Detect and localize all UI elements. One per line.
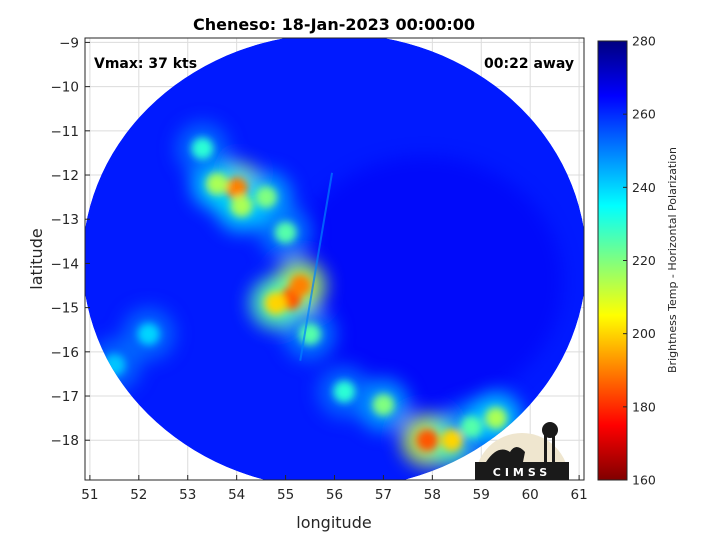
feature-core	[137, 323, 160, 346]
colorbar-tick-label: 200	[632, 326, 656, 341]
satellite-dish-icon	[486, 447, 525, 462]
x-tick-label: 56	[326, 487, 343, 503]
feature-core	[225, 177, 248, 200]
y-tick-label: −9	[59, 35, 79, 51]
y-tick-label: −14	[51, 256, 80, 272]
x-tick-label: 51	[81, 487, 98, 503]
feature-core	[289, 274, 312, 297]
swath-seam	[299, 172, 334, 361]
logo-banner	[475, 462, 569, 480]
x-tick-label: 53	[179, 487, 196, 503]
y-axis-ticks: −9 −10 −11 −12 −13 −14 −15 −16 −17 −18	[51, 35, 90, 449]
feature-core	[230, 194, 253, 217]
x-tick-label: 61	[571, 487, 588, 503]
water-tower-leg-icon	[544, 432, 547, 462]
colorbar-tick-label: 220	[632, 253, 656, 268]
colorbar-tick-label: 260	[632, 107, 656, 122]
colorbar-tick-label: 160	[632, 473, 656, 488]
y-tick-label: −12	[51, 168, 80, 184]
colorbar-tick-label: 280	[632, 34, 656, 49]
x-tick-label: 60	[522, 487, 539, 503]
cimss-logo: CIMSS	[475, 422, 569, 480]
feature-core	[191, 137, 214, 160]
colorbar: 280 260 240 220 200 180 160 Brightness Temp - …	[597, 34, 679, 488]
chart-title: Cheneso: 18-Jan-2023 00:00:00	[193, 15, 475, 34]
plot-area: 51 52 53 54 55 56 57 58 59 60 61 −9 −10 −11 −12 −13 −14…	[51, 35, 588, 503]
time-away-annotation: 00:22 away	[484, 56, 574, 72]
feature-core	[484, 407, 507, 430]
y-tick-label: −18	[51, 433, 80, 449]
colorbar-tick-label: 180	[632, 399, 656, 414]
y-tick-label: −11	[51, 124, 80, 140]
y-axis-label: latitude	[27, 228, 46, 289]
y-tick-label: −13	[51, 212, 80, 228]
feature-core	[460, 415, 483, 438]
feature-core	[372, 393, 395, 416]
water-tower-tank-icon	[542, 422, 558, 438]
feature-core	[255, 186, 278, 209]
x-axis-label: longitude	[296, 513, 371, 532]
logo-text: CIMSS	[493, 466, 551, 479]
colorbar-ticks: 280 260 240 220 200 180 160	[623, 34, 656, 488]
colorbar-gradient	[597, 40, 628, 481]
y-tick-label: −17	[51, 389, 80, 405]
feature-core	[274, 221, 297, 244]
feature-core	[299, 323, 322, 346]
y-tick-label: −10	[51, 80, 80, 96]
x-tick-label: 52	[130, 487, 147, 503]
x-axis-ticks: 51 52 53 54 55 56 57 58 59 60 61	[81, 475, 588, 503]
colorbar-label: Brightness Temp - Horizontal Polarizatio…	[666, 147, 679, 373]
swath-shade	[285, 156, 564, 407]
feature-core	[333, 380, 356, 403]
feature-core	[264, 292, 287, 315]
y-tick-label: −16	[51, 345, 80, 361]
radiometer-swath	[85, 38, 584, 480]
x-tick-label: 59	[473, 487, 490, 503]
feature-core	[440, 429, 463, 452]
feature-core	[416, 429, 439, 452]
x-tick-label: 58	[424, 487, 441, 503]
y-tick-label: −15	[51, 301, 80, 317]
swath-field	[85, 38, 584, 480]
x-tick-label: 55	[277, 487, 294, 503]
x-tick-label: 54	[228, 487, 245, 503]
water-tower-leg2-icon	[552, 432, 555, 462]
feature-core	[206, 172, 229, 195]
x-tick-label: 57	[375, 487, 392, 503]
vmax-annotation: Vmax: 37 kts	[94, 56, 197, 72]
colorbar-tick-label: 240	[632, 180, 656, 195]
